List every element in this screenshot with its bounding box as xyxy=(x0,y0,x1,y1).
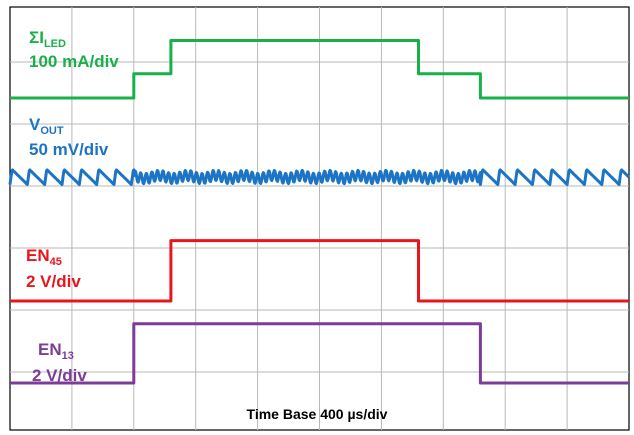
ch4-name-sub: 13 xyxy=(61,350,74,362)
ch3-name-sub: 45 xyxy=(49,256,62,268)
traces xyxy=(8,39,631,385)
ch1-scale: 100 mA/div xyxy=(29,52,119,71)
trace-2 xyxy=(8,168,631,186)
time-base-label: Time Base 400 µs/div xyxy=(246,406,388,422)
ch3-label: EN45 xyxy=(26,246,62,268)
trace-1 xyxy=(10,39,629,100)
ch2-name: V xyxy=(29,115,41,134)
ch4-label: EN13 xyxy=(38,340,74,362)
grid xyxy=(10,7,629,430)
ch3-scale: 2 V/div xyxy=(26,272,81,291)
ch2-scale: 50 mV/div xyxy=(29,140,109,159)
ch4-name: EN xyxy=(38,340,62,359)
ch1-name: ΣI xyxy=(29,28,44,47)
ch2-name-sub: OUT xyxy=(40,125,64,137)
ch1-label: ΣILED xyxy=(29,28,66,50)
ch2-label: VOUT xyxy=(29,115,64,137)
trace-3 xyxy=(10,239,629,303)
ch3-name: EN xyxy=(26,246,50,265)
ch4-scale: 2 V/div xyxy=(32,366,87,385)
ch1-name-sub: LED xyxy=(43,38,66,50)
trace-4 xyxy=(10,322,629,385)
